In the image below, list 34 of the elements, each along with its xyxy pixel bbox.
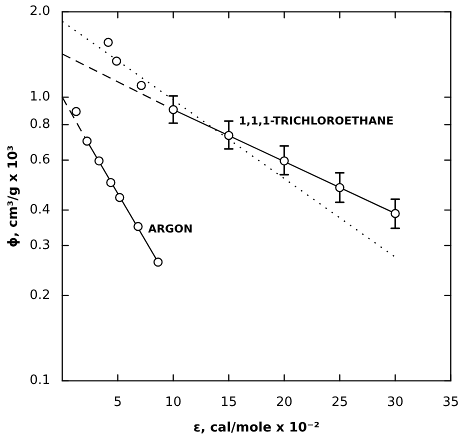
point [168, 105, 178, 114]
point [82, 136, 92, 146]
point [224, 130, 234, 140]
x-tick-label: 15 [220, 394, 238, 410]
y-tick-label: 0.3 [30, 238, 50, 253]
x-tick-label: 20 [276, 394, 293, 410]
y-tick-label: 0.6 [30, 152, 50, 168]
point [280, 156, 289, 166]
point [72, 106, 81, 116]
point [112, 56, 122, 66]
point [153, 258, 163, 267]
point [94, 156, 104, 166]
point [104, 38, 113, 48]
y-tick-label: 0.1 [30, 373, 50, 388]
y-tick-label: 1.0 [30, 90, 50, 105]
series-label: ARGON [148, 222, 193, 236]
y-tick-label: 2.0 [30, 4, 50, 20]
x-axis-title: ε, cal/mole x 10⁻² [193, 420, 320, 436]
y-axis-title: ϕ, cm³/g x 10³ [6, 145, 22, 248]
series-label: 1,1,1-TRICHLOROETHANE [238, 114, 394, 128]
point [106, 178, 116, 188]
point [335, 182, 344, 192]
point [390, 208, 400, 218]
y-tick-label: 0.2 [30, 288, 50, 303]
y-tick-label: 0.4 [30, 202, 50, 218]
x-tick-label: 30 [386, 394, 404, 410]
point [115, 192, 124, 202]
point [136, 80, 146, 90]
y-tick-label: 0.8 [30, 117, 50, 132]
x-tick-label: 35 [442, 394, 459, 410]
x-tick-label: 5 [114, 394, 122, 410]
x-tick-label: 10 [164, 394, 182, 410]
point [133, 222, 143, 232]
x-tick-label: 25 [331, 394, 348, 410]
